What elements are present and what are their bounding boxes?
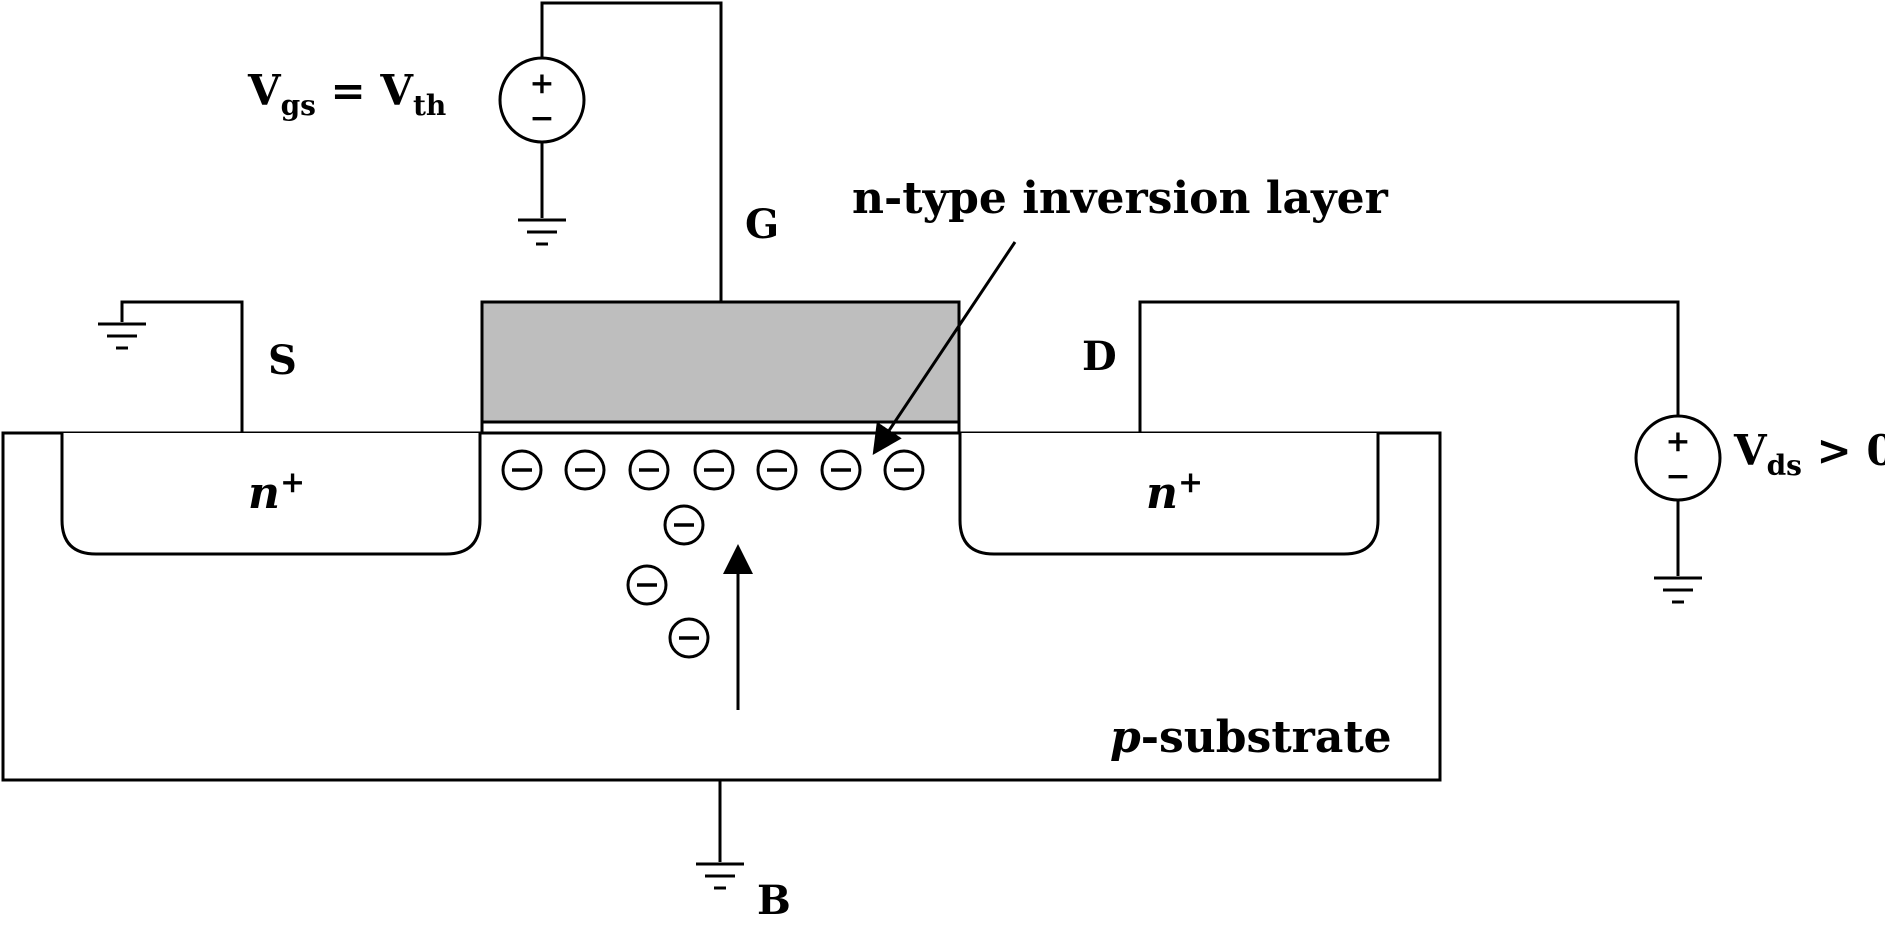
gate-terminal-label: G [745, 201, 779, 248]
n-plus-drain-well [958, 433, 1380, 556]
vds-ground-icon [1654, 576, 1702, 604]
n-plus-source-well [60, 433, 482, 556]
electron [564, 449, 606, 491]
electron [628, 449, 670, 491]
n-plus-drain-label: n+ [1146, 465, 1203, 519]
vgs-plus-sign: + [529, 66, 554, 101]
electron [626, 564, 668, 606]
inversion-layer-pointer-arrow [872, 241, 1017, 455]
vgs-minus-sign: − [529, 101, 554, 136]
electron [820, 449, 862, 491]
bulk-terminal-label: B [757, 877, 791, 924]
source-terminal-label: S [268, 337, 297, 384]
vds-label: Vds > 0 [1733, 426, 1885, 482]
electron [501, 449, 543, 491]
p-substrate-label: p-substrate [1110, 712, 1392, 763]
vds-plus-sign: + [1665, 424, 1690, 459]
electron [668, 617, 710, 659]
vgs-ground-icon [518, 218, 566, 246]
bulk-ground-icon [696, 862, 744, 890]
electron [663, 504, 705, 546]
source-wire [120, 300, 244, 433]
vgs-label: Vgs = Vth [247, 66, 446, 122]
gate-wire [540, 1, 723, 302]
electron [756, 449, 798, 491]
drain-wire [1138, 300, 1680, 433]
n-plus-source-label: n+ [248, 465, 305, 519]
electron [693, 449, 735, 491]
vds-minus-sign: − [1665, 459, 1690, 494]
source-ground-icon [98, 322, 146, 350]
inversion-layer-label: n-type inversion layer [852, 173, 1389, 224]
gate-electrode [480, 300, 961, 424]
electron [883, 449, 925, 491]
drain-terminal-label: D [1082, 333, 1117, 380]
